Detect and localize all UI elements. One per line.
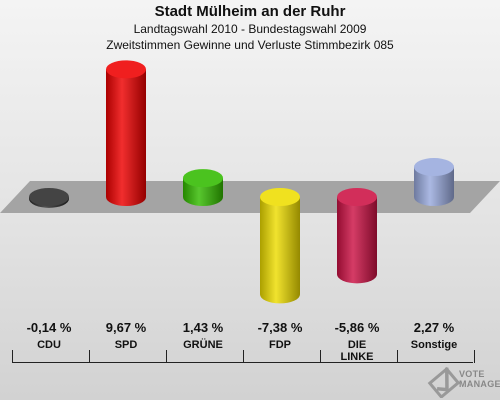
category-axis-line: [12, 362, 473, 363]
category-label: SPD: [114, 339, 138, 351]
chart-title: Stadt Mülheim an der Ruhr: [154, 3, 346, 20]
axis-tick: [89, 350, 90, 363]
value-label: 1,43 %: [182, 320, 224, 335]
bar-gr-ne: [183, 169, 223, 206]
chart-subtitle-election: Landtagswahl 2010 - Bundestagswahl 2009: [133, 22, 367, 36]
axis-tick: [397, 350, 398, 363]
value-label: -7,38 %: [257, 320, 303, 335]
value-label: -5,86 %: [334, 320, 380, 335]
axis-tick: [243, 350, 244, 363]
bar-fdp: [260, 188, 300, 304]
value-label: 2,27 %: [413, 320, 455, 335]
bar-die-linke: [337, 188, 377, 284]
logo-wordmark: VOTE MANAGER: [459, 369, 500, 389]
bar-cdu: [29, 188, 69, 208]
axis-tick: [474, 350, 475, 363]
value-label: -0,14 %: [26, 320, 72, 335]
category-label: Sonstige: [410, 339, 458, 351]
bar-spd: [106, 60, 146, 206]
value-label: 9,67 %: [105, 320, 147, 335]
axis-tick: [12, 350, 13, 363]
axis-tick: [320, 350, 321, 363]
category-label: DIE LINKE: [340, 339, 374, 363]
bar-chart: [0, 60, 500, 304]
vote-manager-logo-icon: [427, 366, 461, 398]
category-label: FDP: [269, 339, 291, 351]
bar-sonstige: [414, 158, 454, 206]
logo-line-vote: VOTE: [459, 369, 485, 379]
chart-subtitle-district: Zweitstimmen Gewinne und Verluste Stimmb…: [106, 38, 394, 52]
axis-tick: [166, 350, 167, 363]
logo-line-manager: MANAGER: [459, 379, 500, 389]
category-label: CDU: [37, 339, 61, 351]
category-label: GRÜNE: [183, 339, 223, 351]
